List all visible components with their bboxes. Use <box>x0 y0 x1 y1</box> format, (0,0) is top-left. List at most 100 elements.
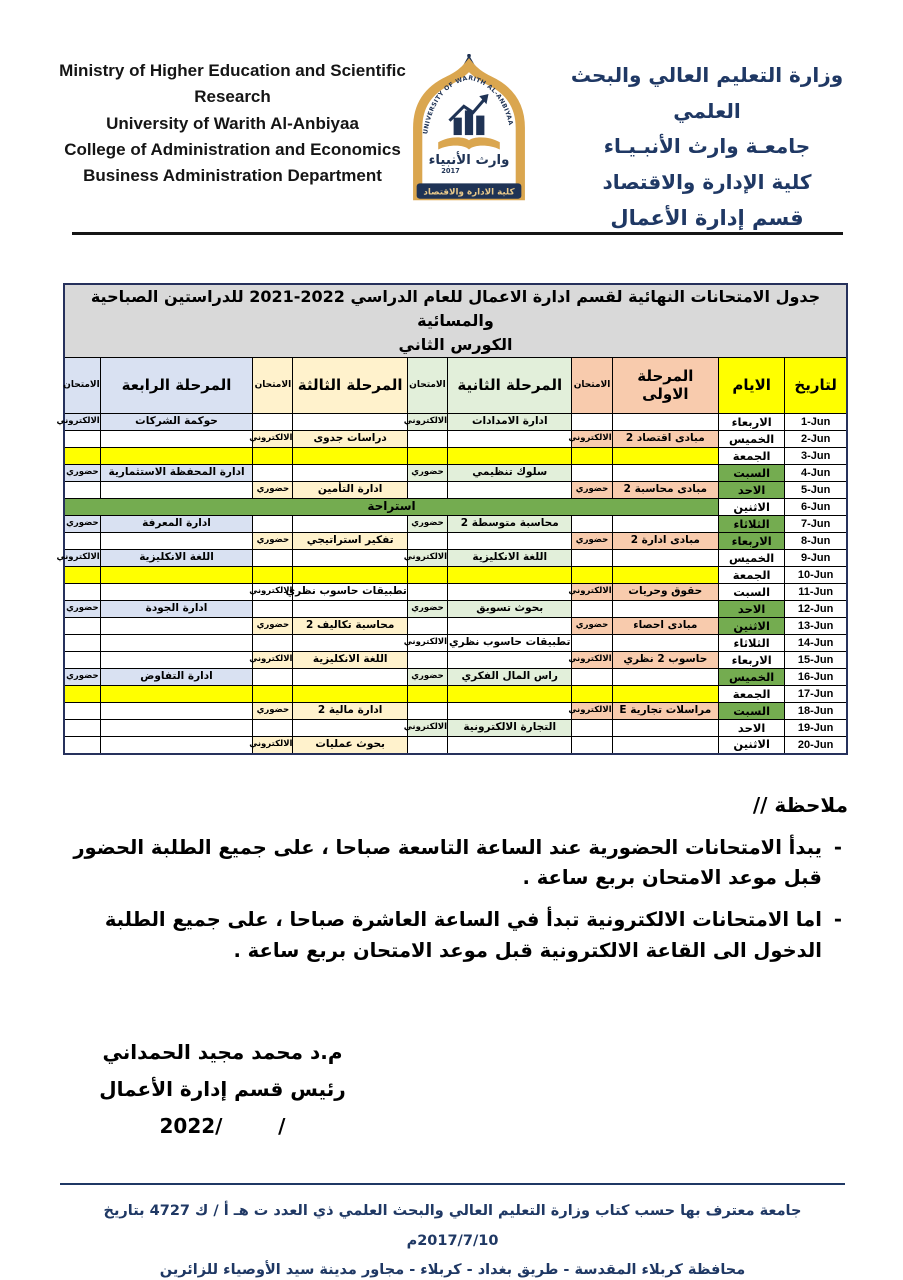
cell-exam-stage3: الالكتروني <box>249 430 294 448</box>
cell-subject-stage1 <box>611 719 720 737</box>
cell-subject-stage2: اللغة الانكليزية <box>447 549 573 567</box>
cell-exam-stage4: حضوري <box>63 600 101 618</box>
cell-date: 14-Jun <box>784 634 848 652</box>
cell-holiday <box>447 685 573 703</box>
cell-exam-stage3 <box>252 515 294 533</box>
column-header-exam2: الامتحان <box>406 357 449 414</box>
cell-exam-stage3 <box>252 668 294 686</box>
cell-subject-stage4: حوكمة الشركات <box>99 413 254 431</box>
cell-subject-stage3 <box>292 719 408 737</box>
cell-exam-stage4 <box>63 481 101 499</box>
cell-subject-stage4 <box>99 617 254 635</box>
cell-exam-stage4 <box>63 719 101 737</box>
cell-day: الجمعة <box>718 566 786 584</box>
footer-line1: جامعة معترف بها حسب كتاب وزارة التعليم ا… <box>103 1203 802 1249</box>
university-logo: UNIVERSITY OF WARITH AL-ANBIYAA وارث الأ… <box>392 53 546 210</box>
cell-day: السبت <box>718 702 786 720</box>
cell-day: الاربعاء <box>718 532 786 550</box>
cell-date: 2-Jun <box>784 430 848 448</box>
cell-holiday <box>571 685 613 703</box>
cell-subject-stage1: مراسلات تجارية E <box>611 702 720 720</box>
cell-subject-stage3: تطبيقات حاسوب نظري <box>285 583 408 601</box>
cell-exam-stage1 <box>571 549 613 567</box>
cell-exam-stage3: حضوري <box>252 617 294 635</box>
cell-exam-stage1 <box>571 515 613 533</box>
schedule-row: 7-Jun الثلاثاء محاسبة متوسطة 2 حضوري ادارة ا… <box>63 515 848 533</box>
cell-exam-stage4 <box>63 736 101 754</box>
cell-date: 8-Jun <box>784 532 848 550</box>
cell-exam-stage4 <box>63 651 101 669</box>
cell-subject-stage1 <box>611 634 720 652</box>
cell-exam-stage4 <box>63 634 101 652</box>
cell-subject-stage4 <box>99 583 254 601</box>
signature-block: م.د محمد مجيد الحمداني رئيس قسم إدارة ال… <box>70 1034 375 1145</box>
page-footer: جامعة معترف بها حسب كتاب وزارة التعليم ا… <box>60 1183 845 1280</box>
header-english-line: University of Warith Al-Anbiyaa <box>106 113 359 133</box>
note-bullet: - <box>833 908 842 932</box>
logo-banner-text: كلية الادارة والاقتصاد <box>423 188 515 198</box>
cell-date: 17-Jun <box>784 685 848 703</box>
cell-subject-stage4 <box>99 481 254 499</box>
cell-exam-stage2 <box>406 702 449 720</box>
cell-subject-stage4 <box>99 719 254 737</box>
cell-subject-stage1: حقوق وحريات <box>611 583 720 601</box>
cell-exam-stage3: الالكتروني <box>249 651 294 669</box>
cell-subject-stage1: مبادى احصاء <box>611 617 720 635</box>
cell-exam-stage1 <box>571 600 613 618</box>
cell-exam-stage3 <box>252 719 294 737</box>
cell-exam-stage3 <box>252 634 294 652</box>
cell-date: 13-Jun <box>784 617 848 635</box>
cell-holiday <box>63 447 101 465</box>
signature-name: م.د محمد مجيد الحمداني <box>102 1040 343 1064</box>
cell-subject-stage2: محاسبة متوسطة 2 <box>447 515 573 533</box>
cell-subject-stage2: تطبيقات حاسوب نظري <box>447 634 573 652</box>
cell-exam-stage1: الالكتروني <box>568 583 613 601</box>
cell-subject-stage2 <box>447 702 573 720</box>
schedule-row: 3-Jun الجمعة <box>63 447 848 465</box>
cell-exam-stage4: الالكتروني <box>57 549 101 567</box>
cell-day: الاحد <box>718 481 786 499</box>
cell-holiday <box>252 447 294 465</box>
schedule-row: 17-Jun الجمعة <box>63 685 848 703</box>
cell-date: 9-Jun <box>784 549 848 567</box>
cell-day: الاثنين <box>718 498 786 516</box>
cell-exam-stage2: حضوري <box>406 464 449 482</box>
cell-day: الثلاثاء <box>718 634 786 652</box>
cell-date: 15-Jun <box>784 651 848 669</box>
cell-subject-stage4 <box>99 532 254 550</box>
table-title-row: جدول الامتحانات النهائية لقسم ادارة الاع… <box>63 283 848 358</box>
cell-holiday <box>406 447 449 465</box>
cell-subject-stage3: ادارة مالية 2 <box>292 702 408 720</box>
cell-date: 4-Jun <box>784 464 848 482</box>
cell-exam-stage1 <box>571 736 613 754</box>
cell-holiday <box>292 566 408 584</box>
cell-holiday <box>447 566 573 584</box>
cell-date: 6-Jun <box>784 498 848 516</box>
cell-subject-stage4: ادارة المحفظة الاستثمارية <box>99 464 254 482</box>
cell-exam-stage1: حضوري <box>571 617 613 635</box>
signature-title: رئيس قسم إدارة الأعمال <box>99 1077 346 1101</box>
schedule-row: 13-Jun الاثنين مبادى احصاء حضوري محاسبة تكال… <box>63 617 848 635</box>
cell-subject-stage1: مبادى محاسبة 2 <box>611 481 720 499</box>
cell-exam-stage3: الالكتروني <box>249 583 294 601</box>
cell-holiday <box>99 685 254 703</box>
cell-subject-stage4 <box>99 430 254 448</box>
header-arabic-department: قسم إدارة الأعمال <box>610 206 804 231</box>
arrow-head <box>479 94 489 105</box>
cell-subject-stage2 <box>447 583 573 601</box>
logo-year: 2017 <box>441 167 460 175</box>
cell-subject-stage3: اللغة الانكليزية <box>292 651 408 669</box>
cell-subject-stage2 <box>447 736 573 754</box>
cell-exam-stage2: الالكتروني <box>404 413 449 431</box>
cell-exam-stage1 <box>571 413 613 431</box>
cell-subject-stage3 <box>292 515 408 533</box>
column-header-date: لتاريخ <box>784 357 848 414</box>
cell-exam-stage2 <box>406 736 449 754</box>
cell-holiday <box>63 566 101 584</box>
cell-holiday <box>447 447 573 465</box>
schedule-row: 19-Jun الاحد التجارة الالكترونية الالكتروني <box>63 719 848 737</box>
cell-subject-stage3 <box>292 634 408 652</box>
cell-day: السبت <box>718 464 786 482</box>
cell-day: الجمعة <box>718 685 786 703</box>
